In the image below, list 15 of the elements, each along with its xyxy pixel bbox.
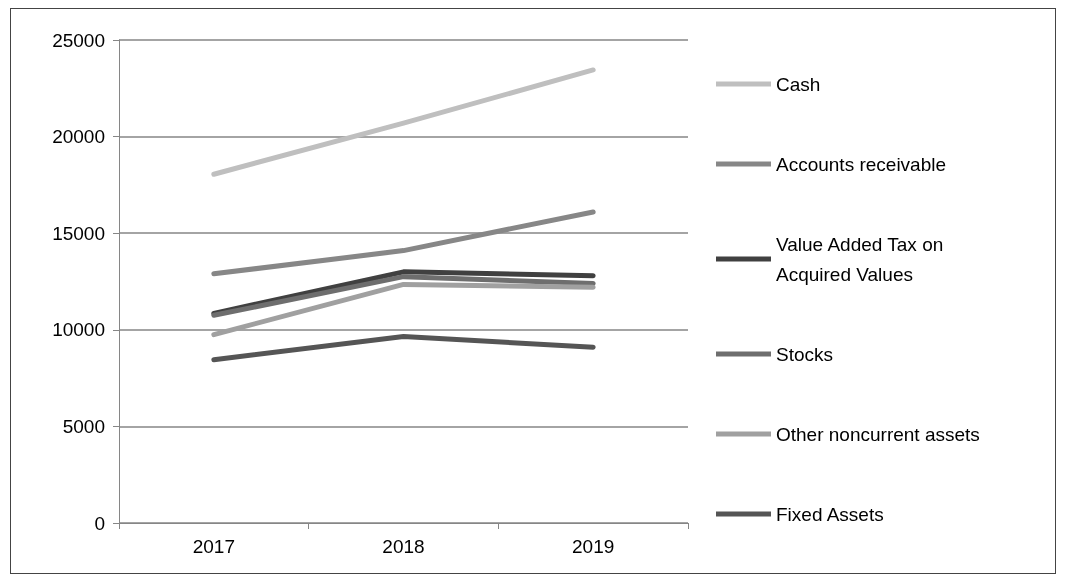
y-tick-label: 25000 — [52, 29, 105, 51]
y-tick-label: 20000 — [52, 126, 105, 148]
y-tick-label: 5000 — [62, 415, 105, 437]
x-tick-label: 2019 — [572, 536, 615, 557]
legend-label: Fixed Assets — [776, 503, 884, 525]
x-tick-label: 2017 — [192, 536, 235, 557]
legend-label: Cash — [776, 73, 821, 95]
legend-label: Stocks — [776, 343, 834, 365]
legend-label: Other noncurrent assets — [776, 423, 980, 445]
y-tick-label: 15000 — [52, 222, 105, 244]
legend-label: Value Added Tax on Acquired Values — [776, 233, 949, 285]
legend-label: Accounts receivable — [776, 153, 947, 175]
y-tick-label: 10000 — [52, 319, 105, 341]
x-tick-label: 2018 — [382, 536, 425, 557]
y-tick-label: 0 — [94, 512, 105, 534]
